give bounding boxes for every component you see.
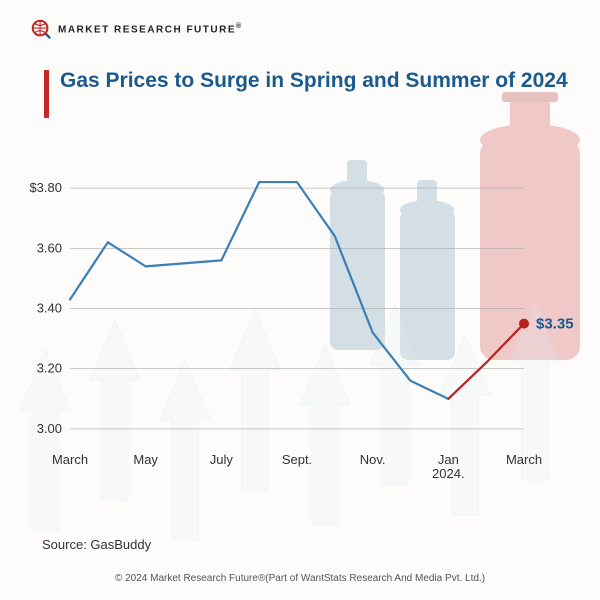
svg-text:2024.: 2024. bbox=[432, 466, 465, 481]
svg-text:May: May bbox=[133, 452, 158, 467]
svg-text:$3.35: $3.35 bbox=[536, 316, 574, 333]
svg-text:Sept.: Sept. bbox=[282, 452, 312, 467]
svg-text:July: July bbox=[210, 452, 234, 467]
svg-text:3.40: 3.40 bbox=[37, 301, 62, 316]
svg-text:Nov.: Nov. bbox=[360, 452, 386, 467]
chart-title: Gas Prices to Surge in Spring and Summer… bbox=[60, 68, 570, 94]
svg-text:Jan: Jan bbox=[438, 452, 459, 467]
title-accent-bar bbox=[44, 70, 49, 118]
svg-text:March: March bbox=[52, 452, 88, 467]
copyright: © 2024 Market Research Future®(Part of W… bbox=[0, 573, 600, 584]
brand-text: MARKET RESEARCH FUTURE® bbox=[58, 23, 243, 35]
price-line-chart: 3.00 3.20 3.40 3.60 $3.80 March May July Sept. No… bbox=[18, 150, 582, 500]
svg-text:$3.80: $3.80 bbox=[29, 180, 62, 195]
globe-icon bbox=[30, 18, 52, 40]
svg-text:3.60: 3.60 bbox=[37, 240, 62, 255]
brand-logo: MARKET RESEARCH FUTURE® bbox=[30, 18, 243, 40]
svg-text:March: March bbox=[506, 452, 542, 467]
title-block: Gas Prices to Surge in Spring and Summer… bbox=[44, 68, 570, 94]
source-line: Source: GasBuddy bbox=[42, 537, 151, 552]
svg-text:3.00: 3.00 bbox=[37, 421, 62, 436]
svg-text:3.20: 3.20 bbox=[37, 361, 62, 376]
